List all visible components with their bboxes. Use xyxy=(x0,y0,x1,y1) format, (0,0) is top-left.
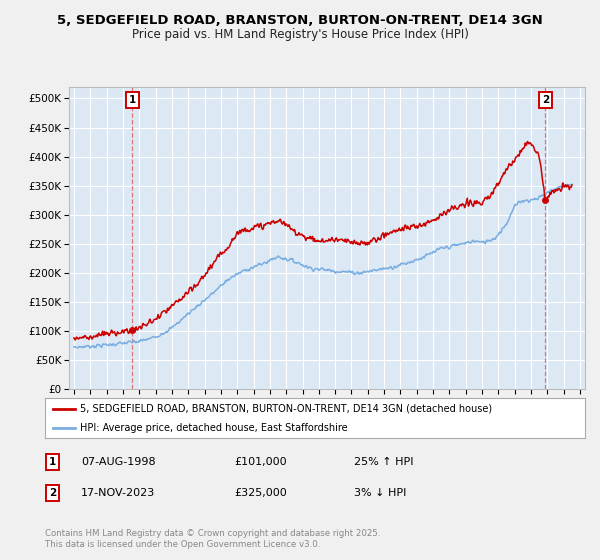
Text: Price paid vs. HM Land Registry's House Price Index (HPI): Price paid vs. HM Land Registry's House … xyxy=(131,28,469,41)
Text: 5, SEDGEFIELD ROAD, BRANSTON, BURTON-ON-TRENT, DE14 3GN (detached house): 5, SEDGEFIELD ROAD, BRANSTON, BURTON-ON-… xyxy=(80,404,492,414)
Text: 3% ↓ HPI: 3% ↓ HPI xyxy=(354,488,406,498)
Text: 1: 1 xyxy=(49,457,56,467)
Text: 07-AUG-1998: 07-AUG-1998 xyxy=(81,457,155,467)
Text: 2: 2 xyxy=(49,488,56,498)
Text: Contains HM Land Registry data © Crown copyright and database right 2025.
This d: Contains HM Land Registry data © Crown c… xyxy=(45,529,380,549)
Text: 25% ↑ HPI: 25% ↑ HPI xyxy=(354,457,413,467)
Text: 1: 1 xyxy=(129,95,136,105)
Text: 17-NOV-2023: 17-NOV-2023 xyxy=(81,488,155,498)
Text: 5, SEDGEFIELD ROAD, BRANSTON, BURTON-ON-TRENT, DE14 3GN: 5, SEDGEFIELD ROAD, BRANSTON, BURTON-ON-… xyxy=(57,14,543,27)
Text: 2: 2 xyxy=(542,95,549,105)
Text: £325,000: £325,000 xyxy=(234,488,287,498)
Text: £101,000: £101,000 xyxy=(234,457,287,467)
Text: HPI: Average price, detached house, East Staffordshire: HPI: Average price, detached house, East… xyxy=(80,423,348,433)
